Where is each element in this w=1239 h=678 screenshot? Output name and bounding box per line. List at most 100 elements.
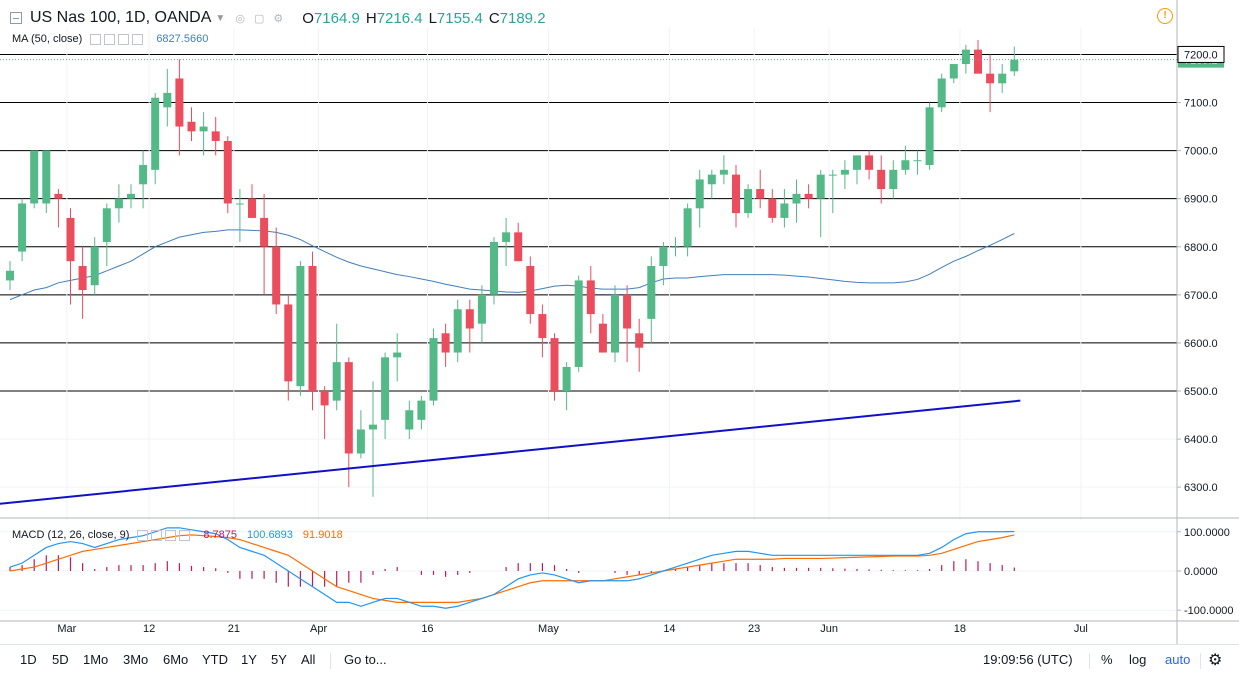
candle-bullish (18, 198, 27, 262)
price-tick-label: 6900.0 (1184, 194, 1218, 206)
gear-icon[interactable]: ⚙ (1208, 652, 1223, 669)
candle-bearish (877, 155, 886, 204)
ma-layer (9, 229, 1015, 301)
candle-body (356, 429, 365, 454)
price-tick-label: 7100.0 (1184, 98, 1218, 110)
candle-body (332, 362, 341, 401)
collapse-icon[interactable] (10, 12, 22, 24)
macd-line-value: 100.6893 (247, 529, 293, 541)
candle-body (320, 390, 329, 406)
macd-tick-label: -100.0000 (1184, 605, 1234, 617)
candle-body (405, 410, 414, 430)
date-tick-label: Mar (57, 623, 76, 635)
bottom-toolbar: 1D 5D 1Mo 3Mo 6Mo YTD 1Y 5Y All Go to...… (0, 644, 1239, 678)
log-toggle[interactable]: log (1129, 652, 1147, 667)
candle-body (441, 333, 450, 353)
alert-icon[interactable]: ! (1157, 8, 1173, 24)
close-label: C (488, 9, 500, 27)
candle-body (695, 179, 704, 209)
date-tick-label: 23 (748, 623, 760, 635)
candle-body (163, 92, 172, 108)
candle-bearish (550, 333, 559, 401)
timeframe-ytd[interactable]: YTD (202, 652, 228, 667)
candle-bearish (538, 304, 547, 358)
candle-body (792, 193, 801, 204)
candle-bullish (453, 299, 462, 363)
candle-body (223, 140, 232, 204)
candle-body (816, 174, 825, 199)
level-badge-7200 (1177, 45, 1225, 63)
candle-bearish (260, 193, 269, 295)
legend-tools-icon[interactable]: ◎ ▢ ⚙ (235, 12, 287, 25)
candle-bearish (732, 165, 740, 228)
ma-legend-value: 6827.5660 (156, 33, 209, 45)
candle-body (877, 169, 886, 190)
candle-body (804, 193, 813, 199)
macd-legend-name: MACD (12, 26, close, 9) (12, 529, 130, 541)
candle-bullish (199, 112, 208, 156)
timeframe-5y[interactable]: 5Y (271, 652, 287, 667)
candle-body (308, 265, 317, 391)
candle-bullish (574, 275, 583, 372)
candle-bullish (889, 160, 898, 199)
remove-icon[interactable] (165, 529, 177, 541)
candle-body (477, 294, 486, 324)
timeframe-1mo[interactable]: 1Mo (83, 652, 109, 667)
candle-body (744, 189, 753, 214)
ma-legend-name: MA (50, close) (12, 33, 83, 45)
candle-bearish (223, 136, 232, 214)
timeframe-all[interactable]: All (301, 652, 316, 667)
candle-bearish (272, 227, 281, 315)
low-value: 7155.4 (436, 9, 483, 27)
candle-body (296, 265, 305, 387)
timeframe-5d[interactable]: 5D (52, 652, 69, 667)
candle-bearish (865, 150, 874, 180)
chevron-down-icon[interactable]: ▼ (215, 12, 226, 24)
candle-bearish (344, 357, 353, 488)
remove-icon[interactable] (118, 33, 130, 45)
candle-bullish (816, 169, 825, 238)
eye-icon[interactable] (90, 33, 102, 45)
candle-bearish (586, 265, 595, 334)
candle-body (30, 150, 39, 204)
candle-bullish (937, 73, 946, 113)
open-value: 7164.9 (313, 9, 360, 27)
price-tick-label: 6400.0 (1184, 434, 1218, 446)
candle-body (853, 155, 861, 170)
eye-icon[interactable] (137, 529, 149, 541)
timeframe-1d[interactable]: 1D (20, 652, 37, 667)
candle-bullish (913, 150, 922, 175)
macd-signal-line (9, 534, 1015, 603)
candle-body (647, 265, 656, 319)
more-icon[interactable] (179, 529, 191, 541)
macd-legend[interactable]: MACD (12, 26, close, 9) 8.7875 100.6893 … (12, 529, 343, 541)
timeframe-6mo[interactable]: 6Mo (163, 652, 189, 667)
trendline (0, 399, 1021, 505)
candle-body (756, 189, 765, 199)
candle-bearish (78, 246, 87, 319)
date-tick-label: 21 (228, 623, 240, 635)
symbol-title[interactable]: US Nas 100, 1D, OANDA (30, 9, 212, 26)
settings-icon[interactable] (151, 529, 163, 541)
candle-bullish (647, 256, 656, 343)
candle-body (719, 169, 728, 175)
candle-bearish (623, 285, 632, 363)
timeframe-1y[interactable]: 1Y (241, 652, 257, 667)
more-icon[interactable] (132, 33, 144, 45)
toolbar-divider (330, 653, 331, 669)
goto-button[interactable]: Go to... (344, 652, 387, 667)
timeframe-3mo[interactable]: 3Mo (123, 652, 149, 667)
settings-icon[interactable] (104, 33, 116, 45)
price-tick-label: 7000.0 (1184, 146, 1218, 158)
candle-body (828, 174, 837, 176)
percent-toggle[interactable]: % (1101, 652, 1113, 667)
auto-toggle[interactable]: auto (1165, 652, 1191, 667)
candle-bullish (114, 184, 123, 223)
ma-legend[interactable]: MA (50, close) 6827.5660 (12, 33, 208, 45)
candle-bullish (744, 184, 753, 218)
macd-signal-value: 91.9018 (302, 529, 343, 541)
clock-display[interactable]: 19:09:56 (UTC) (983, 652, 1073, 667)
candle-body (199, 126, 208, 132)
candle-bearish (248, 184, 256, 218)
